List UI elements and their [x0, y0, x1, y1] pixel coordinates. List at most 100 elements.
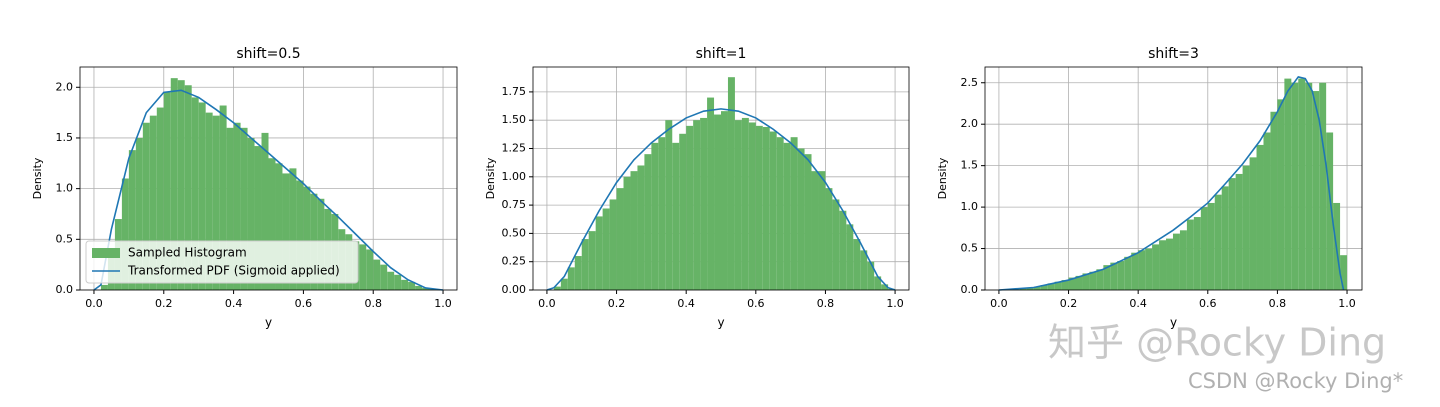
histogram-bar — [1131, 252, 1139, 290]
histogram-bar — [1256, 144, 1264, 290]
y-tick-label: 0.5 — [56, 232, 74, 245]
histogram-bar — [1096, 269, 1104, 290]
histogram-bar — [811, 171, 819, 290]
histogram-bar — [581, 239, 589, 290]
x-tick-label: 0.8 — [1269, 297, 1287, 310]
histogram-bar — [637, 165, 645, 290]
y-axis-label: Density — [484, 157, 497, 199]
legend-swatch — [92, 248, 120, 258]
histogram-bar — [1284, 78, 1292, 290]
histogram-bar — [1312, 91, 1320, 290]
histogram-bar — [755, 125, 763, 290]
histogram-bar — [783, 142, 791, 290]
x-tick-label: 1.0 — [1338, 297, 1356, 310]
histogram-bar — [1152, 244, 1160, 290]
histogram-bar — [567, 267, 575, 290]
histogram-bar — [1277, 99, 1285, 290]
y-tick-label: 1.5 — [56, 131, 74, 144]
y-tick-label: 0.0 — [56, 283, 74, 296]
histogram-bar — [832, 199, 840, 290]
histogram-bar — [212, 115, 220, 291]
histogram-bar — [727, 77, 735, 290]
histogram-bar — [240, 127, 248, 291]
histogram-bar — [401, 279, 409, 290]
histogram-bar — [679, 133, 687, 290]
histogram-bar — [1054, 281, 1062, 290]
histogram-bar — [1340, 255, 1348, 290]
histogram-bar — [776, 137, 784, 290]
histogram-bar — [289, 168, 297, 290]
histogram-bar — [1145, 248, 1153, 290]
y-tick-label: 1.25 — [502, 142, 527, 155]
x-tick-label: 0.4 — [225, 297, 243, 310]
x-tick-label: 0.0 — [85, 297, 103, 310]
histogram-bar — [380, 264, 388, 290]
histogram-bar — [205, 112, 213, 290]
x-tick-label: 0.0 — [990, 297, 1008, 310]
watermark: 知乎 @Rocky Ding — [1048, 321, 1386, 365]
histogram-bar — [769, 131, 777, 290]
histogram-bar — [1207, 202, 1215, 290]
histogram-bar — [1291, 82, 1299, 290]
x-axis-label: y — [265, 316, 272, 330]
subplot-title: shift=3 — [1148, 46, 1199, 62]
histogram-bar — [1124, 256, 1132, 290]
x-tick-label: 0.8 — [817, 297, 835, 310]
histogram-bar — [1159, 240, 1167, 290]
histogram-bar — [268, 158, 276, 290]
histogram-bar — [818, 171, 826, 290]
histogram-bar — [296, 180, 304, 290]
histogram-bar — [366, 249, 374, 290]
legend-label: Transformed PDF (Sigmoid applied) — [127, 264, 340, 278]
y-tick-label: 2.0 — [961, 117, 979, 130]
histogram-bar — [853, 239, 861, 290]
histogram-bar — [839, 210, 847, 290]
histogram-bar — [1012, 289, 1020, 290]
histogram-bar — [142, 122, 150, 290]
histogram-bar — [672, 142, 680, 290]
y-tick-label: 1.50 — [502, 113, 527, 126]
histogram-bar — [651, 142, 659, 290]
histogram-bar — [156, 107, 164, 290]
histogram-bar — [1068, 277, 1076, 290]
histogram-bar — [394, 274, 402, 290]
histogram-bar — [1082, 273, 1090, 290]
histogram-bar — [177, 80, 185, 290]
histogram-bar — [797, 148, 805, 290]
histogram-bar — [602, 208, 610, 290]
histogram-bar — [1298, 78, 1306, 290]
histogram-bar — [198, 102, 206, 291]
x-tick-label: 0.0 — [538, 297, 556, 310]
histogram-bar — [121, 178, 129, 290]
histogram-bar — [1242, 165, 1250, 290]
histogram-bar — [707, 97, 715, 291]
histogram-bar — [874, 276, 882, 290]
histogram-bar — [1200, 207, 1208, 290]
histogram-bar — [686, 125, 694, 290]
x-tick-label: 0.6 — [747, 297, 765, 310]
histogram-bar — [658, 137, 666, 290]
histogram-bar — [609, 199, 617, 290]
histogram-bar — [1033, 286, 1041, 290]
histogram-bar — [1228, 178, 1236, 290]
y-tick-label: 0.50 — [502, 226, 527, 239]
x-tick-label: 0.6 — [1199, 297, 1217, 310]
histogram-bar — [359, 244, 367, 290]
histogram-bar — [415, 285, 423, 290]
histogram-bar — [303, 186, 311, 290]
histogram-bar — [149, 115, 157, 291]
subplot-title: shift=0.5 — [236, 46, 300, 62]
histogram-bar — [846, 224, 854, 290]
x-tick-label: 0.4 — [677, 297, 695, 310]
histogram-bar — [574, 256, 582, 290]
histogram-bar — [1193, 217, 1201, 290]
x-axis-label: y — [717, 316, 724, 330]
subplot: shift=1 y Density 0.0 0.2 0.4 0.6 0.8 1.0 0.00 0.2… — [484, 46, 910, 330]
histogram-bar — [1319, 82, 1327, 290]
histogram-bar — [100, 284, 108, 290]
x-tick-label: 0.4 — [1129, 297, 1147, 310]
histogram-bar — [595, 216, 603, 290]
histogram-bar — [163, 92, 171, 290]
histogram-bar — [630, 171, 638, 290]
